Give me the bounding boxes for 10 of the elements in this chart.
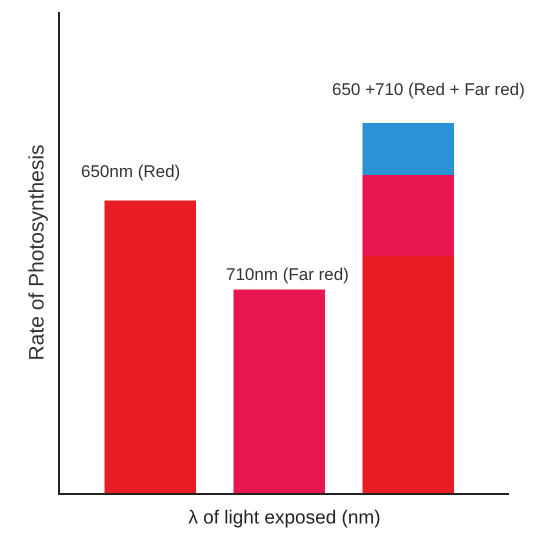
bar [362,123,454,175]
bar [362,256,454,493]
annotation: 650nm (Red) [81,162,180,181]
bar [234,290,326,493]
bar [362,174,454,256]
annotation: 650 +710 (Red + Far red) [332,80,525,99]
bar [104,200,196,493]
x-axis-title: λ of light exposed (nm) [188,508,381,529]
y-axis-title: Rate of Photosynthesis [26,144,49,360]
annotation: 710nm (Far red) [226,265,349,284]
